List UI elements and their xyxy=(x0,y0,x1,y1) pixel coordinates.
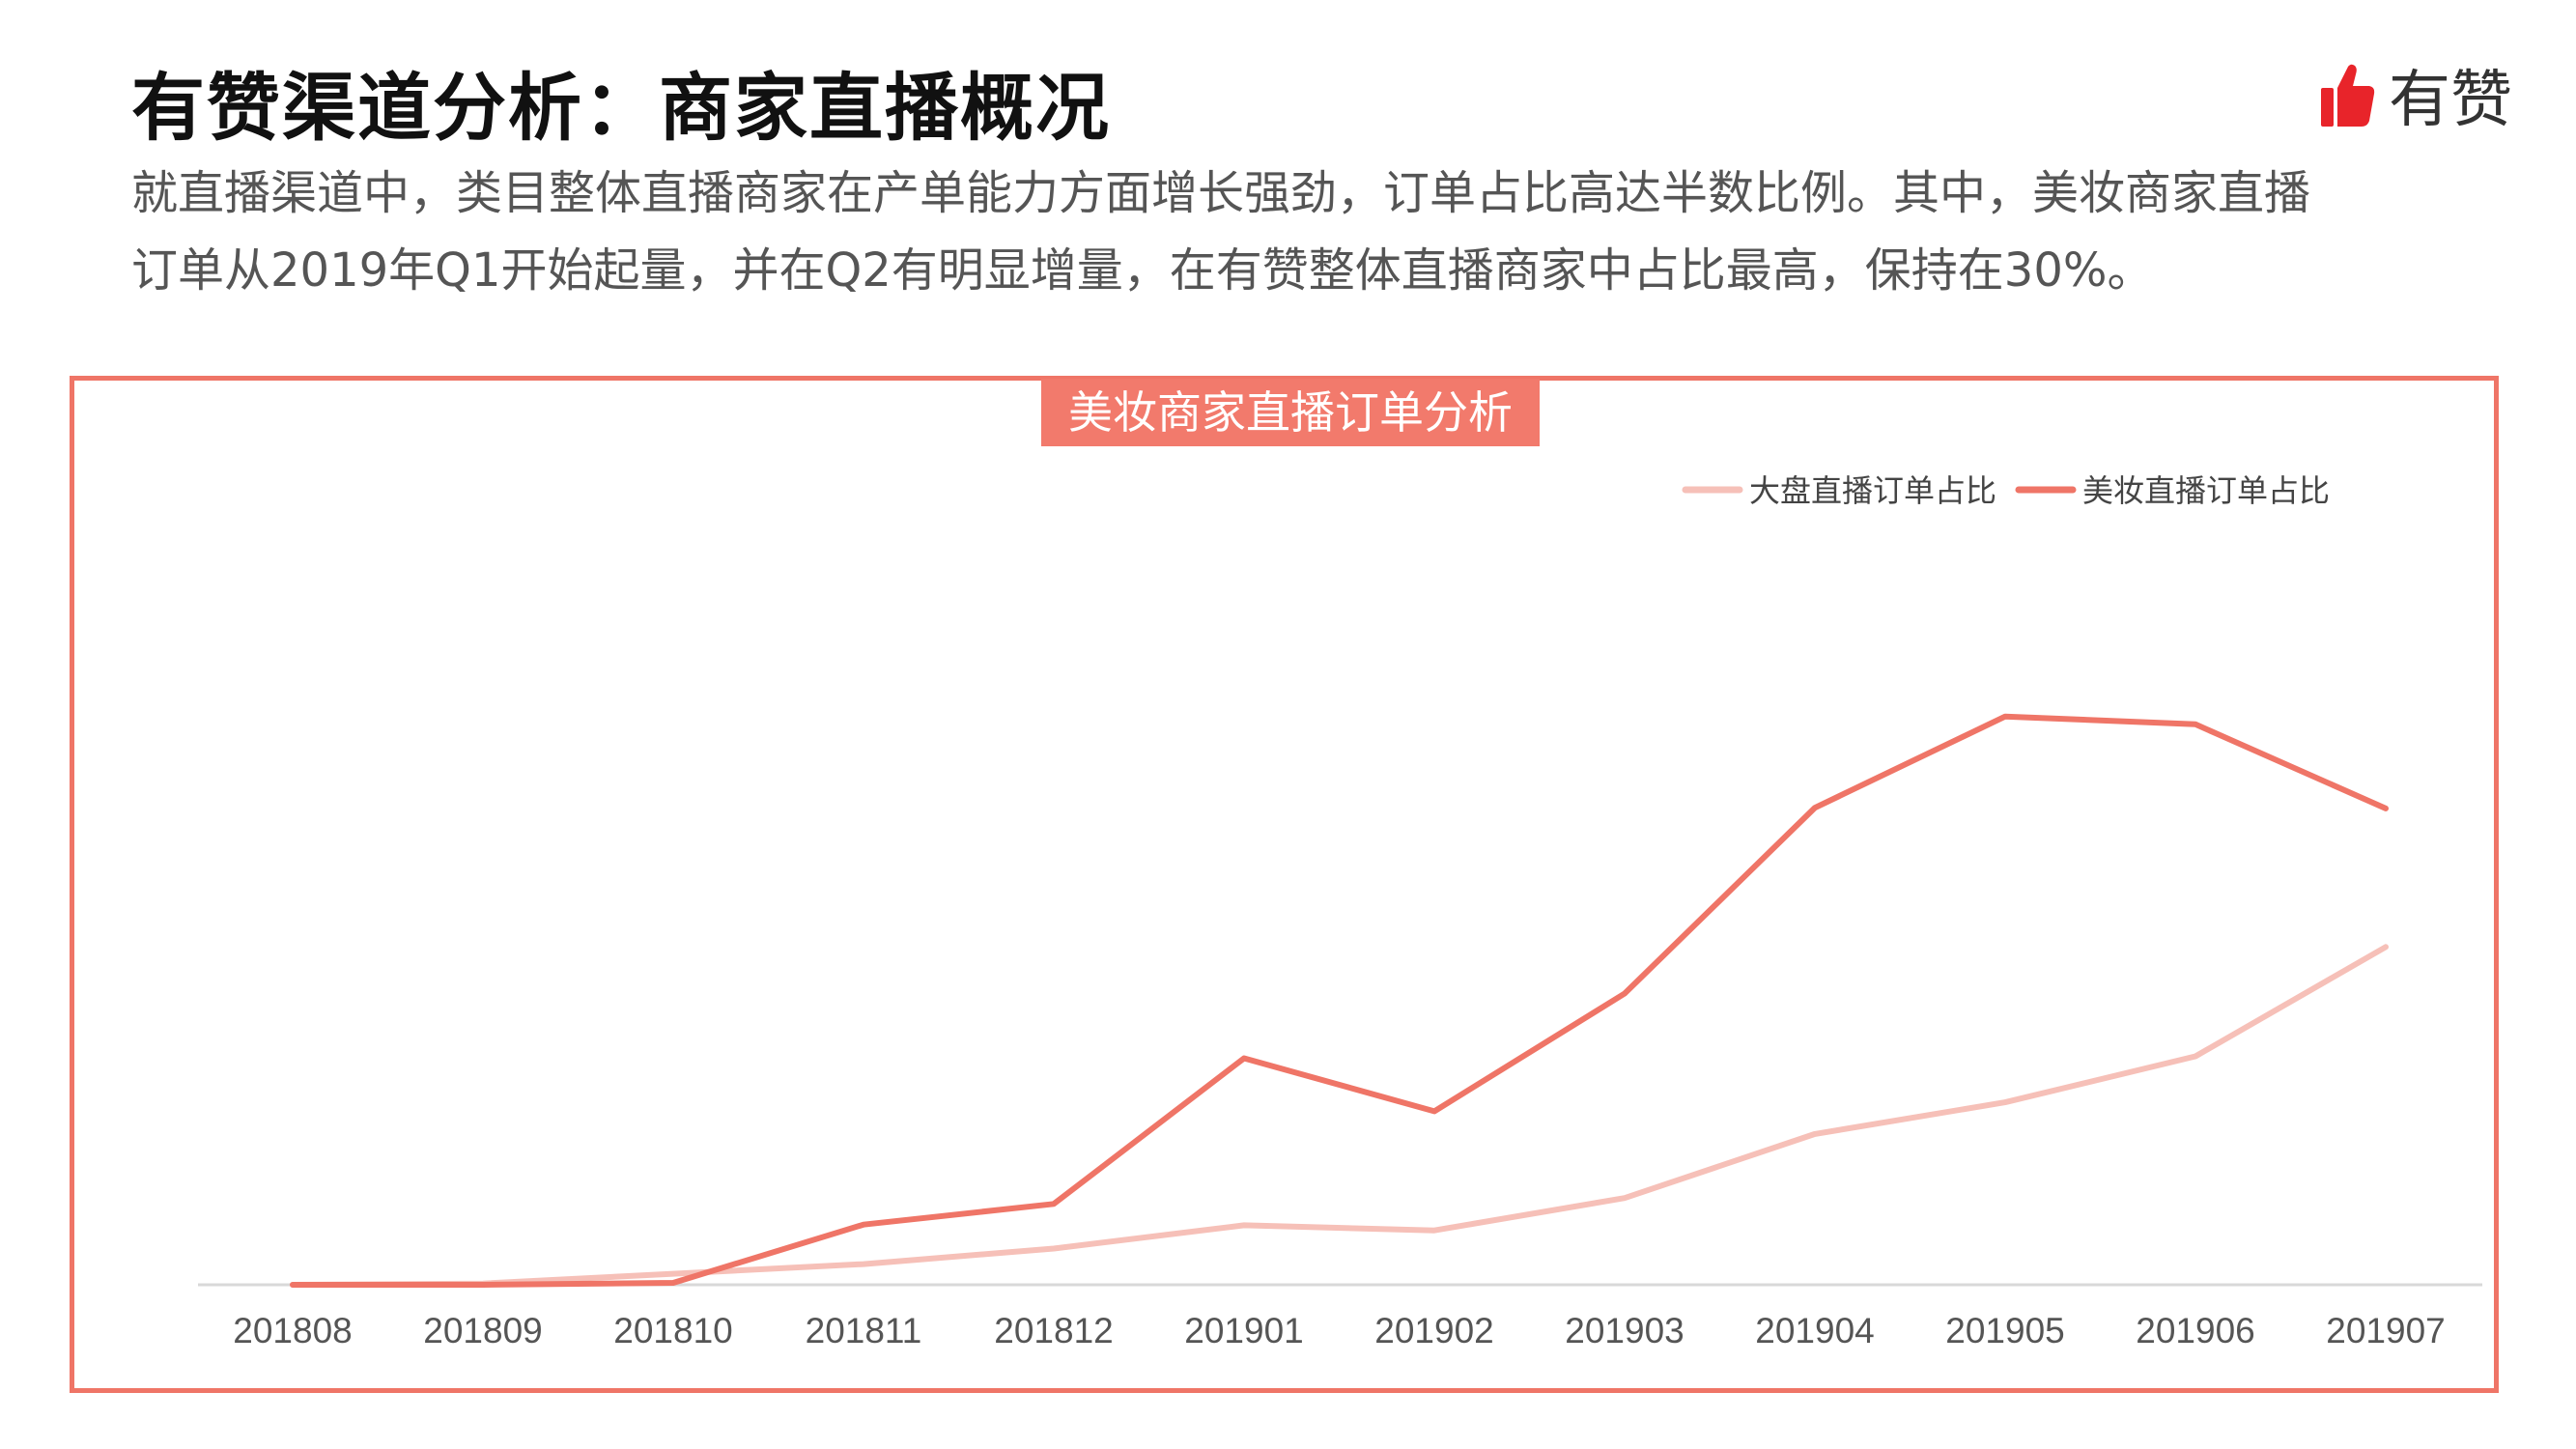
brand-logo: 有赞 xyxy=(2321,56,2512,136)
x-tick-label: 201810 xyxy=(613,1311,732,1350)
series-line-2 xyxy=(290,713,2389,1288)
x-tick-label: 201903 xyxy=(1565,1311,1684,1350)
x-tick-label: 201808 xyxy=(233,1311,352,1350)
chart-frame xyxy=(70,376,2499,1393)
legend-label: 大盘直播订单占比 xyxy=(1749,472,1996,509)
description-line: 就直播渠道中，类目整体直播商家在产单能力方面增长强劲，订单占比高达半数比例。其中… xyxy=(131,166,2311,220)
series-line-1 xyxy=(290,944,2389,1288)
x-tick-label: 201812 xyxy=(994,1311,1113,1350)
x-tick-label: 201904 xyxy=(1755,1311,1874,1350)
x-tick-label: 201906 xyxy=(2136,1311,2254,1350)
chart-title: 美妆商家直播订单分析 xyxy=(1041,379,1540,446)
x-tick-label: 201809 xyxy=(423,1311,542,1350)
x-tick-label: 201902 xyxy=(1374,1311,1493,1350)
x-tick-label: 201811 xyxy=(806,1311,922,1350)
description: 就直播渠道中，类目整体直播商家在产单能力方面增长强劲，订单占比高达半数比例。其中… xyxy=(131,155,2449,309)
page-title: 有赞渠道分析：商家直播概况 xyxy=(131,65,1111,151)
x-tick-label: 201905 xyxy=(1945,1311,2064,1350)
x-tick-label: 201901 xyxy=(1184,1311,1303,1350)
legend-label: 美妆直播订单占比 xyxy=(2082,472,2330,509)
x-tick-label: 201907 xyxy=(2326,1311,2445,1350)
brand-name: 有赞 xyxy=(2389,65,2512,136)
description-line: 订单从2019年Q1开始起量，并在Q2有明显增量，在有赞整体直播商家中占比最高，… xyxy=(131,243,2154,298)
thumbs-up-icon xyxy=(2321,63,2375,127)
